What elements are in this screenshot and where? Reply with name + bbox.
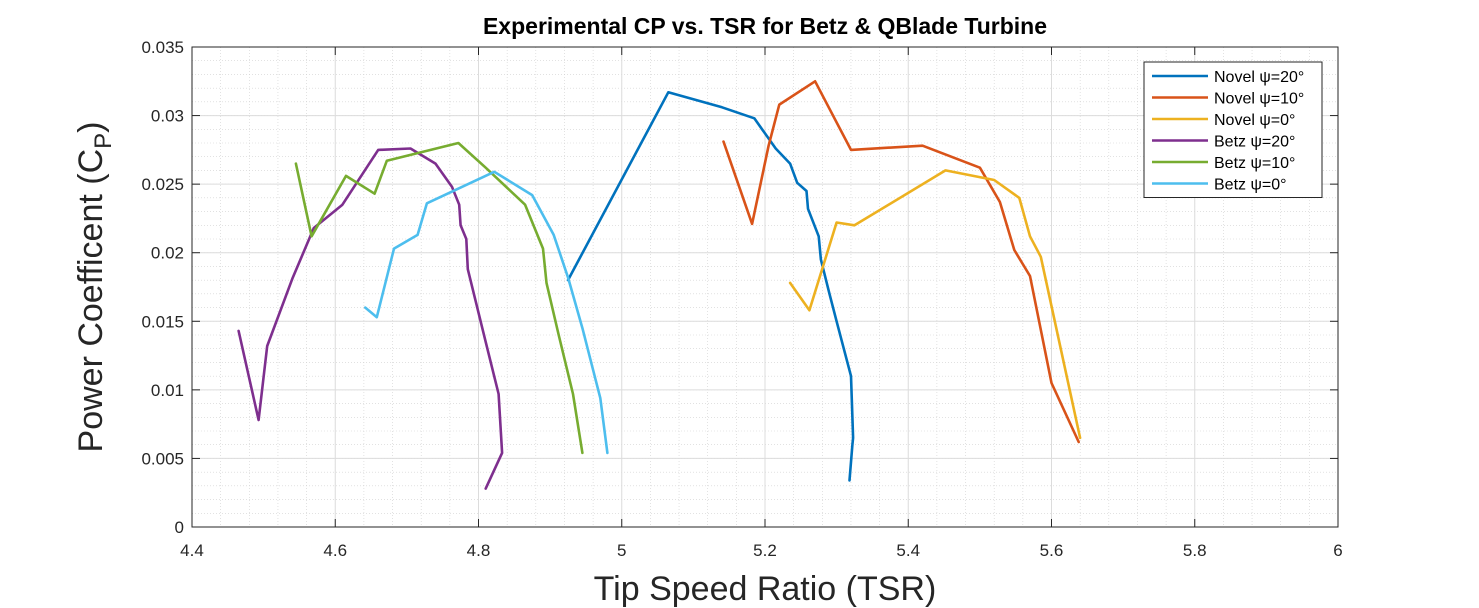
series-line-6 bbox=[363, 170, 609, 455]
y-tick-label: 0.02 bbox=[151, 244, 184, 263]
y-axis-label-close: ) bbox=[72, 122, 110, 133]
x-tick-label: 4.8 bbox=[467, 541, 491, 560]
x-axis-ticks: 4.4 4.6 4.8 5 5.2 5.4 5.6 5.8 6 bbox=[180, 47, 1343, 560]
y-axis-ticks: 0 0.005 0.01 0.015 0.02 0.025 0.03 0.035 bbox=[141, 38, 1338, 537]
series-line-4 bbox=[237, 147, 504, 490]
x-tick-label: 5 bbox=[617, 541, 626, 560]
x-tick-label: 4.4 bbox=[180, 541, 204, 560]
y-tick-label: 0.03 bbox=[151, 107, 184, 126]
y-tick-label: 0.025 bbox=[141, 175, 184, 194]
y-axis-label-subscript: P bbox=[90, 133, 117, 149]
x-tick-label: 5.4 bbox=[896, 541, 920, 560]
x-axis-label: Tip Speed Ratio (TSR) bbox=[594, 570, 937, 608]
y-axis-label-main: Power Coefficent (C bbox=[72, 149, 110, 453]
series-line-1 bbox=[566, 91, 855, 482]
y-tick-label: 0.035 bbox=[141, 38, 184, 57]
y-tick-label: 0.005 bbox=[141, 449, 184, 468]
x-tick-label: 5.8 bbox=[1183, 541, 1207, 560]
chart-title: Experimental CP vs. TSR for Betz & QBlad… bbox=[483, 13, 1047, 39]
x-tick-label: 4.6 bbox=[323, 541, 347, 560]
legend-entry: Betz ψ=10° bbox=[1214, 155, 1295, 172]
series-line-2 bbox=[722, 80, 1080, 444]
y-tick-label: 0.015 bbox=[141, 312, 184, 331]
y-tick-label: 0.01 bbox=[151, 381, 184, 400]
series-line-3 bbox=[788, 169, 1082, 440]
x-tick-label: 5.6 bbox=[1040, 541, 1064, 560]
legend-entry: Betz ψ=20° bbox=[1214, 134, 1295, 151]
legend-entry: Novel ψ=10° bbox=[1214, 91, 1304, 108]
x-tick-label: 6 bbox=[1333, 541, 1342, 560]
series-layer bbox=[237, 80, 1082, 490]
series-line-5 bbox=[294, 141, 584, 455]
x-tick-label: 5.2 bbox=[753, 541, 777, 560]
legend: Novel ψ=20° Novel ψ=10° Novel ψ=0° Betz ψ=2… bbox=[1143, 61, 1323, 198]
legend-box bbox=[1143, 61, 1323, 198]
y-axis-label: Power Coefficent (CP) bbox=[72, 122, 117, 453]
y-tick-label: 0 bbox=[175, 518, 184, 537]
legend-entry: Betz ψ=0° bbox=[1214, 177, 1287, 194]
legend-entry: Novel ψ=0° bbox=[1214, 112, 1295, 129]
legend-entry: Novel ψ=20° bbox=[1214, 69, 1304, 86]
